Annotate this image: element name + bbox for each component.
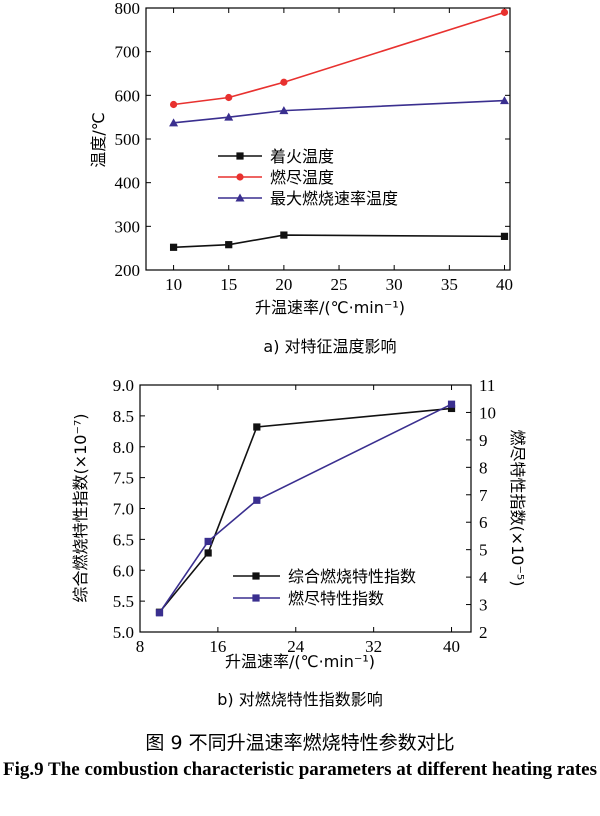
chart-b-ytick-left-label: 6.0 [113, 561, 134, 580]
chart-a-ytick-label: 700 [115, 43, 141, 62]
chart-b-ytick-left-label: 9.0 [113, 376, 134, 395]
chart-a-xtick-label: 25 [331, 275, 348, 294]
chart-a-point-2-2 [279, 106, 289, 115]
chart-a-ytick-label: 500 [115, 130, 141, 149]
chart-b-point-1-2 [253, 496, 261, 504]
chart-b-point-1-1 [204, 537, 212, 546]
chart-b-ytick-right-label: 2 [479, 623, 488, 642]
chart-b-ytick-left-label: 7.5 [113, 469, 134, 488]
chart-b-xtick-label: 32 [365, 637, 382, 656]
chart-b-xtick-label: 8 [136, 637, 145, 656]
chart-b-ytick-left-label: 6.5 [113, 530, 134, 549]
chart-b-ytick-left-label: 5.5 [113, 592, 134, 611]
chart-b-ytick-left-label: 7.0 [113, 500, 134, 519]
chart-a-legend-marker-2 [235, 193, 245, 202]
chart-a-ytick-label: 300 [115, 217, 141, 236]
chart-b-point-0-3 [447, 404, 456, 413]
chart-b-legend-marker-1 [252, 594, 260, 602]
chart-b-legend-marker-0 [252, 572, 260, 580]
chart-a-ytick-label: 600 [115, 86, 141, 105]
chart-b-point-1-3 [447, 400, 456, 408]
chart-a-xtick-label: 35 [441, 275, 458, 294]
chart-b-xlabel: 升温速率/(℃·min⁻¹) [225, 652, 375, 671]
chart-b-series-line-0 [158, 407, 452, 613]
chart-b-ytick-right-label: 3 [479, 596, 488, 615]
chart-a-ytick-label: 400 [115, 174, 141, 193]
chart-b: 8 16 24 32 40 5.0 5.5 6.0 6.5 7.0 7.5 8.0 8.5 9.0 2 3 4 5… [71, 376, 527, 709]
chart-b-subtitle: b) 对燃烧特性指数影响 [217, 690, 383, 709]
chart-b-ytick-left-label: 8.0 [113, 438, 134, 457]
chart-a-legend-marker-0 [236, 152, 244, 160]
chart-a-series-line-0 [173, 234, 505, 249]
chart-a-point-2-1 [224, 112, 234, 121]
chart-b-point-1-0 [155, 609, 164, 617]
chart-a-ylabel: 温度/℃ [89, 112, 108, 167]
chart-b-ytick-right-label: 9 [479, 431, 488, 450]
chart-b-ytick-right-label: 8 [479, 458, 488, 477]
chart-a-legend-label-1: 燃尽温度 [270, 168, 334, 187]
chart-a-point-1-1 [225, 93, 233, 102]
chart-a-legend-marker-1 [236, 173, 244, 181]
chart-b-ytick-left-label: 8.5 [113, 407, 134, 426]
chart-a-series-line-1 [173, 11, 505, 106]
chart-a-point-0-3 [500, 232, 509, 240]
chart-b-ytick-right-label: 4 [479, 568, 488, 587]
chart-a-point-1-2 [280, 78, 288, 86]
chart-a-series-line-2 [173, 99, 505, 124]
chart-b-ytick-right-label: 5 [479, 541, 488, 560]
chart-b-xtick-label: 40 [443, 637, 460, 656]
chart-b-ytick-right-label: 11 [479, 376, 495, 395]
chart-a-legend-label-2: 最大燃烧速率温度 [270, 189, 398, 208]
chart-a-subtitle: a) 对特征温度影响 [263, 337, 396, 356]
chart-b-ytick-right-label: 7 [479, 486, 488, 505]
chart-b-ytick-right-label: 6 [479, 513, 488, 532]
figure-caption-cn: 图 9 不同升温速率燃烧特性参数对比 [145, 732, 455, 754]
chart-b-legend-label-1: 燃尽特性指数 [288, 589, 384, 608]
chart-b-point-0-1 [204, 549, 212, 557]
chart-a-ytick-label: 800 [115, 0, 141, 18]
chart-a-xtick-label: 15 [220, 275, 237, 294]
chart-a-ytick-label: 200 [115, 261, 141, 280]
chart-a: 10 15 20 25 30 35 40 200 300 400 500 600 700 800 着火温度… [89, 0, 513, 356]
chart-b-ytick-right-label: 10 [479, 403, 496, 422]
chart-a-xtick-label: 10 [165, 275, 182, 294]
chart-b-ylabel-left: 综合燃烧特性指数(×10⁻⁷) [71, 413, 90, 602]
chart-b-series-line-1 [158, 403, 452, 614]
chart-a-xtick-label: 30 [386, 275, 403, 294]
chart-a-point-1-3 [500, 8, 509, 16]
chart-a-point-1-0 [169, 100, 178, 109]
chart-b-xtick-label: 16 [209, 637, 226, 656]
chart-b-ytick-left-label: 5.0 [113, 623, 134, 642]
chart-a-xlabel: 升温速率/(℃·min⁻¹) [255, 298, 405, 317]
chart-a-point-0-1 [225, 241, 233, 249]
chart-b-point-0-2 [253, 423, 261, 431]
chart-b-xtick-label: 24 [287, 637, 305, 656]
chart-b-ylabel-right: 燃尽特性指数(×10⁻⁵) [508, 429, 527, 586]
chart-a-point-2-0 [169, 118, 179, 127]
chart-a-point-0-0 [169, 243, 178, 251]
chart-a-point-0-2 [280, 231, 288, 239]
chart-a-legend-label-0: 着火温度 [270, 147, 334, 166]
chart-b-legend-label-0: 综合燃烧特性指数 [288, 567, 416, 586]
figure-caption-en: Fig.9 The combustion characteristic para… [3, 759, 597, 780]
chart-a-point-2-3 [499, 96, 509, 105]
chart-a-xtick-label: 20 [275, 275, 292, 294]
chart-a-xtick-label: 40 [496, 275, 513, 294]
